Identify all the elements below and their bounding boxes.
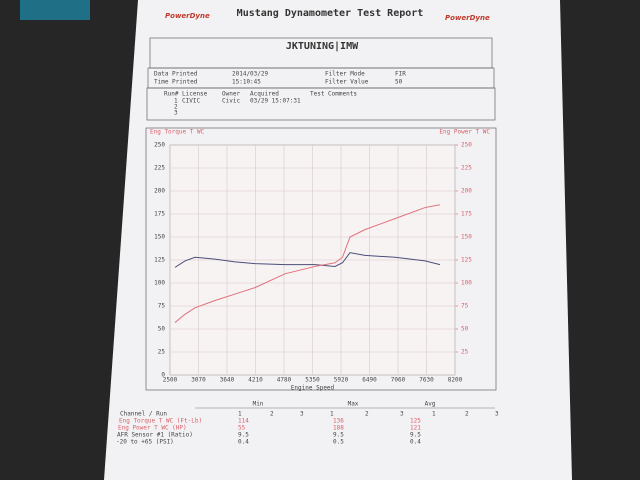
row-value: 1 <box>330 411 334 418</box>
series-line <box>174 252 441 268</box>
row-value: 0.5 <box>333 439 344 446</box>
info-label: Data Printed <box>154 71 198 78</box>
group-header: Avg <box>425 401 436 408</box>
row-value: 9.5 <box>333 432 344 439</box>
info-label: Time Printed <box>154 79 198 86</box>
x-tick-label: 5350 <box>305 377 320 384</box>
x-tick-label: 7630 <box>419 377 434 384</box>
shop-name: JKTUNING|IMW <box>286 41 359 52</box>
x-tick-label: 6490 <box>362 377 377 384</box>
y-tick-label: 75 <box>158 303 166 310</box>
info-value: FIR <box>395 71 406 78</box>
x-tick-label: 8200 <box>448 377 463 384</box>
x-axis-label: Engine Speed <box>291 385 335 392</box>
run-cell: 1 <box>174 98 178 105</box>
summary-table: Min Max Avg Channel / Run 1 2 3 1 2 3 1 2 3 Eng Torqu… <box>116 401 499 446</box>
x-tick-label: 3070 <box>191 377 206 384</box>
row-value: 125 <box>410 418 421 425</box>
row-value: 1 <box>432 411 436 418</box>
y2-tick-label: 250 <box>461 142 472 149</box>
run-cell: 2 <box>174 104 178 111</box>
info-value: 2014/03/29 <box>232 71 269 78</box>
y2-tick-label: 200 <box>461 188 472 195</box>
row-value: 9.5 <box>410 432 421 439</box>
y2-tick-label: 150 <box>461 234 472 241</box>
row-value: 3 <box>400 411 404 418</box>
series-line <box>174 204 441 323</box>
run-column: Owner <box>222 91 240 98</box>
run-column: Run# <box>164 91 179 98</box>
row-value: 188 <box>333 425 344 432</box>
row-value: 55 <box>238 425 246 432</box>
y2-tick-label: 125 <box>461 257 472 264</box>
row-value: 136 <box>333 418 344 425</box>
blue-object <box>20 0 90 20</box>
y2-tick-label: 50 <box>461 326 469 333</box>
y-axis-label: Eng Torque T WC <box>150 129 205 136</box>
y2-axis-label: Eng Power T WC <box>439 129 490 136</box>
y2-tick-label: 75 <box>461 303 469 310</box>
row-label: -20 to +65 (PSI) <box>116 439 174 446</box>
row-value: 2 <box>270 411 274 418</box>
x-tick-label: 3640 <box>220 377 235 384</box>
y-tick-label: 50 <box>158 326 166 333</box>
y-tick-label: 150 <box>154 234 165 241</box>
group-header: Max <box>348 401 359 408</box>
row-value: 121 <box>410 425 421 432</box>
y2-tick-label: 25 <box>461 349 469 356</box>
info-label: Filter Value <box>325 79 369 86</box>
logo-right: PowerDyne <box>445 14 490 22</box>
row-value: 2 <box>365 411 369 418</box>
run-cell: Civic <box>222 98 240 105</box>
y-tick-label: 175 <box>154 211 165 218</box>
chart-box <box>145 127 497 391</box>
y2-tick-label: 175 <box>461 211 472 218</box>
info-label: Filter Mode <box>325 71 365 78</box>
x-tick-label: 5920 <box>334 377 349 384</box>
x-tick-label: 7060 <box>391 377 406 384</box>
row-value: 0.4 <box>410 439 421 446</box>
y-tick-label: 225 <box>154 165 165 172</box>
logo-left: PowerDyne <box>165 12 210 20</box>
run-column: License <box>182 91 208 98</box>
y2-tick-label: 225 <box>461 165 472 172</box>
run-box <box>146 87 496 121</box>
info-value: 15:10:45 <box>232 79 261 86</box>
run-table: Run# License Owner Acquired Test Comments 1 CI… <box>164 91 357 117</box>
group-header: Min <box>253 401 264 408</box>
y-tick-label: 250 <box>154 142 165 149</box>
y-tick-label: 200 <box>154 188 165 195</box>
run-cell: CIVIC <box>182 98 200 105</box>
row-label: Eng Power T WC (HP) <box>118 425 187 432</box>
run-cell: 03/29 15:07:31 <box>250 98 301 105</box>
run-column: Test Comments <box>310 91 357 98</box>
chart: 0 25 50 75 100 125 150 175 200 225 250 25 50 75 100 125… <box>150 129 490 392</box>
row-value: 3 <box>495 411 499 418</box>
row-value: 9.5 <box>238 432 249 439</box>
report-title: Mustang Dynamometer Test Report <box>237 8 424 19</box>
row-value: 0.4 <box>238 439 249 446</box>
x-tick-label: 4780 <box>277 377 292 384</box>
y-tick-label: 125 <box>154 257 165 264</box>
row-value: 2 <box>465 411 469 418</box>
row-value: 114 <box>238 418 249 425</box>
run-cell: 3 <box>174 110 178 117</box>
row-label: Channel / Run <box>120 411 167 418</box>
row-value: 3 <box>300 411 304 418</box>
y-tick-label: 25 <box>158 349 166 356</box>
row-label: Eng Torque T WC (Ft-Lb) <box>119 418 202 425</box>
info-value: 50 <box>395 79 403 86</box>
row-label: AFR Sensor #1 (Ratio) <box>117 432 193 439</box>
x-tick-label: 4210 <box>248 377 263 384</box>
row-value: 1 <box>238 411 242 418</box>
run-column: Acquired <box>250 91 279 98</box>
x-tick-label: 2500 <box>163 377 178 384</box>
y2-tick-label: 100 <box>461 280 472 287</box>
y-tick-label: 100 <box>154 280 165 287</box>
y-tick-label: 0 <box>161 372 165 379</box>
